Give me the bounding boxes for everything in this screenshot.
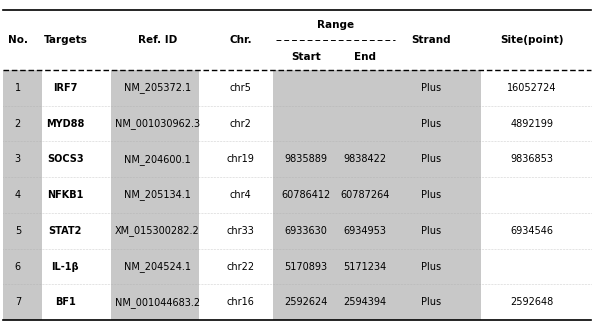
Text: NM_205372.1: NM_205372.1 xyxy=(124,82,191,93)
Text: 16052724: 16052724 xyxy=(507,83,557,93)
Text: chr16: chr16 xyxy=(227,297,254,307)
Text: IRF7: IRF7 xyxy=(53,83,78,93)
Text: XM_015300282.2: XM_015300282.2 xyxy=(115,225,200,236)
Text: 9835889: 9835889 xyxy=(285,154,327,164)
Text: 2594394: 2594394 xyxy=(344,297,387,307)
Text: 9836853: 9836853 xyxy=(510,154,553,164)
Text: chr4: chr4 xyxy=(230,190,251,200)
Text: chr2: chr2 xyxy=(230,119,251,128)
Text: Plus: Plus xyxy=(421,154,441,164)
Text: NFKB1: NFKB1 xyxy=(47,190,84,200)
Text: 5170893: 5170893 xyxy=(285,262,327,271)
Bar xyxy=(112,70,199,320)
Text: Chr.: Chr. xyxy=(229,35,252,45)
Text: No.: No. xyxy=(8,35,28,45)
Text: 6933630: 6933630 xyxy=(285,226,327,236)
Text: NM_204600.1: NM_204600.1 xyxy=(124,154,191,165)
Text: 2: 2 xyxy=(15,119,21,128)
Text: 5171234: 5171234 xyxy=(344,262,387,271)
Text: Start: Start xyxy=(291,52,321,62)
Text: 9838422: 9838422 xyxy=(344,154,387,164)
Text: NM_001030962.3: NM_001030962.3 xyxy=(115,118,200,129)
Text: Ref. ID: Ref. ID xyxy=(138,35,177,45)
Text: chr33: chr33 xyxy=(227,226,254,236)
Text: Plus: Plus xyxy=(421,297,441,307)
Text: 7: 7 xyxy=(15,297,21,307)
Text: 1: 1 xyxy=(15,83,21,93)
Text: Strand: Strand xyxy=(411,35,450,45)
Text: 6934953: 6934953 xyxy=(344,226,387,236)
Text: BF1: BF1 xyxy=(55,297,75,307)
Text: STAT2: STAT2 xyxy=(49,226,82,236)
Text: 60787264: 60787264 xyxy=(340,190,390,200)
Text: 6: 6 xyxy=(15,262,21,271)
Text: Plus: Plus xyxy=(421,262,441,271)
Text: NM_204524.1: NM_204524.1 xyxy=(124,261,191,272)
Text: NM_205134.1: NM_205134.1 xyxy=(124,189,191,201)
Text: Targets: Targets xyxy=(43,35,87,45)
Text: Plus: Plus xyxy=(421,119,441,128)
Text: Plus: Plus xyxy=(421,226,441,236)
Bar xyxy=(336,70,398,320)
Bar xyxy=(3,70,42,320)
Text: NM_001044683.2: NM_001044683.2 xyxy=(115,297,200,308)
Text: SOCS3: SOCS3 xyxy=(47,154,84,164)
Text: 4: 4 xyxy=(15,190,21,200)
Text: 3: 3 xyxy=(15,154,21,164)
Text: 6934546: 6934546 xyxy=(510,226,553,236)
Bar xyxy=(273,70,336,320)
Text: chr5: chr5 xyxy=(230,83,251,93)
Text: 4892199: 4892199 xyxy=(510,119,553,128)
Text: End: End xyxy=(354,52,377,62)
Text: chr19: chr19 xyxy=(227,154,254,164)
Text: IL-1β: IL-1β xyxy=(52,262,79,271)
Text: 60786412: 60786412 xyxy=(282,190,330,200)
Text: Plus: Plus xyxy=(421,190,441,200)
Text: 2592648: 2592648 xyxy=(510,297,553,307)
Text: MYD88: MYD88 xyxy=(46,119,84,128)
Text: 5: 5 xyxy=(15,226,21,236)
Text: chr22: chr22 xyxy=(226,262,255,271)
Text: Site(point): Site(point) xyxy=(500,35,563,45)
Text: Range: Range xyxy=(317,20,354,30)
Bar xyxy=(398,70,481,320)
Text: 2592624: 2592624 xyxy=(284,297,328,307)
Text: Plus: Plus xyxy=(421,83,441,93)
